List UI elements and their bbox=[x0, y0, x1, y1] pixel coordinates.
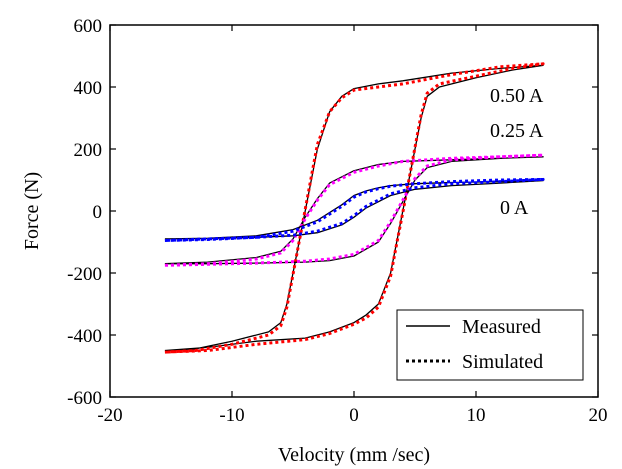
y-tick-label: -400 bbox=[67, 326, 102, 347]
x-tick-label: 10 bbox=[467, 405, 486, 426]
y-tick-label: 200 bbox=[74, 140, 103, 161]
plot-curves bbox=[164, 62, 545, 354]
series-0-25-a-simulated-line bbox=[164, 153, 545, 267]
x-tick-label: -20 bbox=[97, 405, 122, 426]
series-0-a-simulated-line bbox=[164, 177, 545, 242]
curve-label-0a: 0 A bbox=[500, 197, 529, 219]
y-tick-label: 600 bbox=[74, 16, 103, 37]
y-tick-label: 400 bbox=[74, 78, 103, 99]
curve-label-0-25a: 0.25 A bbox=[490, 120, 544, 142]
y-tick-label: -200 bbox=[67, 264, 102, 285]
legend: Measured Simulated bbox=[396, 309, 584, 381]
x-axis-label: Velocity (mm /sec) bbox=[278, 444, 430, 466]
y-axis-label: Force (N) bbox=[21, 172, 43, 250]
x-tick-label: 0 bbox=[349, 405, 359, 426]
y-tick-label: 0 bbox=[93, 202, 103, 223]
x-tick-label: 20 bbox=[589, 405, 608, 426]
y-tick-label: -600 bbox=[67, 388, 102, 409]
series-0-50-a-measured-line bbox=[164, 64, 544, 352]
axis-ticks: -20 -10 0 10 20 -600 -400 -200 0 200 400 600 bbox=[67, 16, 607, 426]
series-0-25-a-measured-line bbox=[164, 156, 544, 265]
legend-label-simulated: Simulated bbox=[462, 351, 543, 373]
legend-box bbox=[396, 309, 584, 381]
series-0-50-a-simulated-line bbox=[164, 62, 545, 354]
x-tick-label: -10 bbox=[219, 405, 244, 426]
series-0-a-measured-line bbox=[164, 179, 544, 240]
legend-label-measured: Measured bbox=[462, 316, 541, 338]
curve-label-0-50a: 0.50 A bbox=[490, 85, 544, 107]
